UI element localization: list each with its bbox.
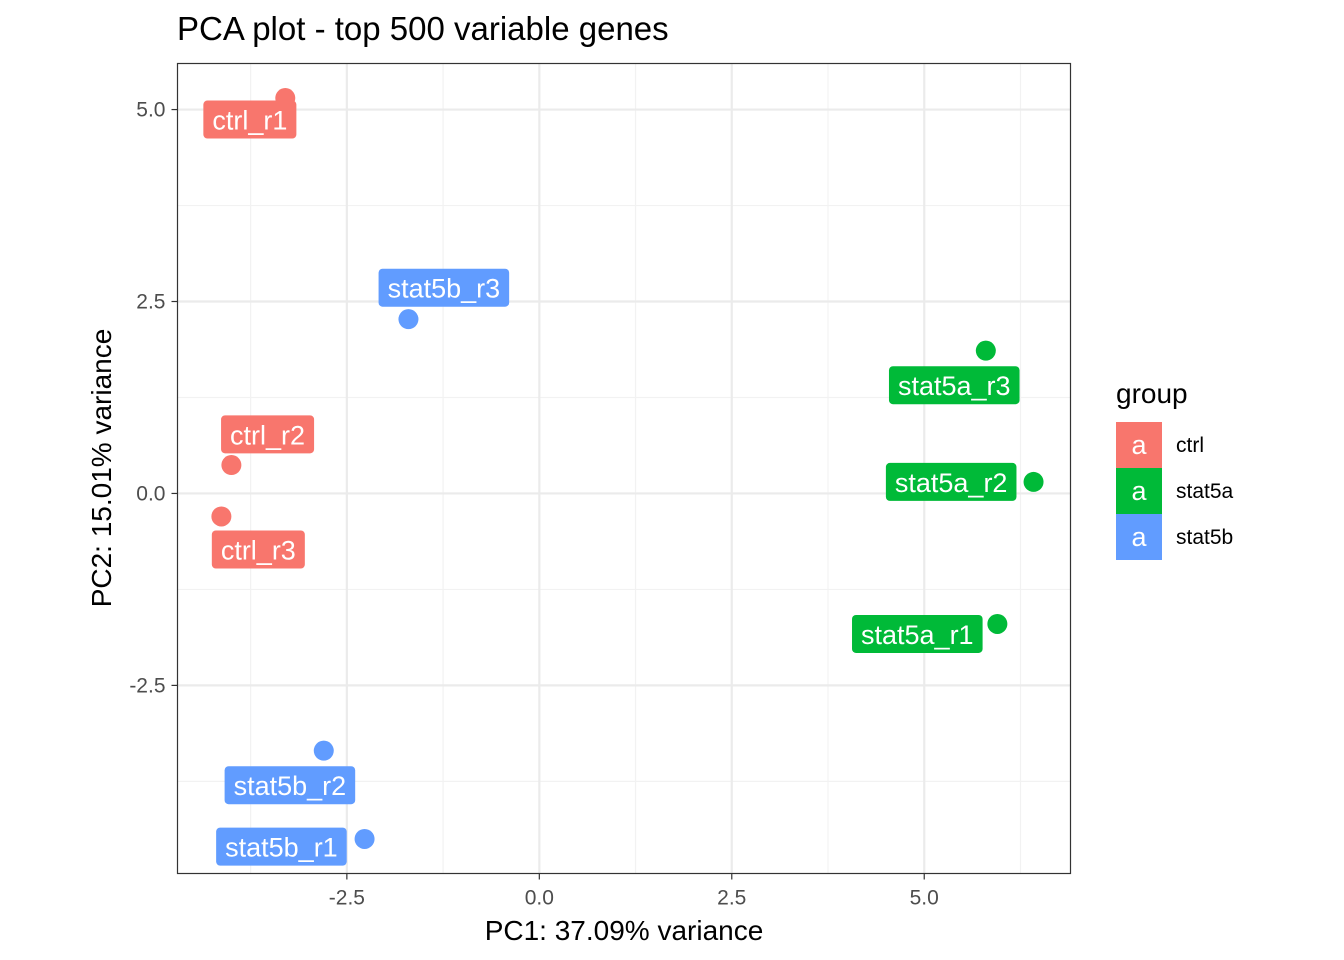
point-label-stat5b-r1: stat5b_r1 bbox=[216, 827, 347, 866]
y-axis-title: PC2: 15.01% variance bbox=[86, 329, 117, 608]
legend-key-ctrl bbox=[1116, 422, 1162, 468]
label-box bbox=[216, 827, 347, 866]
label-text: stat5b_r2 bbox=[234, 771, 347, 801]
x-axis: -2.5 0.0 2.5 5.0 bbox=[329, 873, 939, 910]
point-label-stat5b-r2: stat5b_r2 bbox=[224, 766, 356, 805]
label-text: stat5a_r2 bbox=[895, 468, 1008, 498]
legend-key-stat5b bbox=[1116, 514, 1162, 560]
x-tick-label: 5.0 bbox=[910, 887, 939, 910]
data-point-stat5a-r2 bbox=[1023, 471, 1044, 492]
legend-label-stat5a: stat5a bbox=[1176, 480, 1234, 503]
point-label-ctrl-r2: ctrl_r2 bbox=[221, 415, 315, 454]
y-tick-label: -2.5 bbox=[129, 674, 165, 697]
legend-key-glyph: a bbox=[1131, 522, 1147, 552]
legend-key-stat5a bbox=[1116, 468, 1162, 514]
y-tick-label: 0.0 bbox=[136, 482, 165, 505]
label-box bbox=[852, 614, 983, 653]
y-tick-label: 5.0 bbox=[136, 99, 165, 122]
point-label-stat5b-r3: stat5b_r3 bbox=[378, 268, 510, 307]
point-labels: ctrl_r1ctrl_r2ctrl_r3stat5a_r1stat5a_r2s… bbox=[203, 100, 1020, 866]
legend-key-glyph: a bbox=[1131, 476, 1147, 506]
label-box bbox=[211, 530, 305, 569]
x-tick-label: 2.5 bbox=[717, 887, 746, 910]
legend-label-stat5b: stat5b bbox=[1176, 526, 1233, 549]
label-box bbox=[203, 100, 297, 139]
chart-title: PCA plot - top 500 variable genes bbox=[177, 10, 669, 47]
data-point-stat5a-r3 bbox=[975, 340, 996, 361]
point-label-stat5a-r3: stat5a_r3 bbox=[888, 366, 1020, 405]
label-box bbox=[888, 366, 1020, 405]
label-text: ctrl_r3 bbox=[221, 536, 296, 566]
label-box bbox=[221, 415, 315, 454]
point-label-ctrl-r3: ctrl_r3 bbox=[211, 530, 305, 569]
label-box bbox=[378, 268, 510, 307]
label-text: ctrl_r2 bbox=[230, 420, 305, 450]
label-text: stat5a_r3 bbox=[898, 371, 1011, 401]
y-axis: -2.5 0.0 2.5 5.0 bbox=[129, 99, 178, 697]
label-box bbox=[885, 462, 1017, 501]
data-point-stat5b-r3 bbox=[398, 309, 419, 330]
x-tick-label: 0.0 bbox=[525, 887, 554, 910]
data-point-ctrl-r2 bbox=[221, 455, 242, 476]
label-text: stat5b_r1 bbox=[225, 833, 338, 863]
point-label-stat5a-r2: stat5a_r2 bbox=[885, 462, 1017, 501]
data-point-stat5a-r1 bbox=[987, 613, 1008, 634]
legend-key-glyph: a bbox=[1131, 430, 1147, 460]
point-label-ctrl-r1: ctrl_r1 bbox=[203, 100, 297, 139]
label-text: stat5a_r1 bbox=[861, 620, 974, 650]
data-point-ctrl-r3 bbox=[211, 506, 232, 527]
legend-label-ctrl: ctrl bbox=[1176, 434, 1204, 457]
data-point-stat5b-r2 bbox=[313, 740, 334, 761]
label-text: stat5b_r3 bbox=[388, 274, 501, 304]
legend: group a ctrl a stat5a a stat5b bbox=[1116, 378, 1234, 560]
label-box bbox=[224, 766, 356, 805]
legend-title: group bbox=[1116, 378, 1188, 409]
plot-panel-border bbox=[176, 62, 1072, 875]
data-points bbox=[211, 88, 1044, 849]
data-point-stat5b-r1 bbox=[354, 828, 375, 849]
x-axis-title: PC1: 37.09% variance bbox=[485, 915, 764, 946]
grid bbox=[177, 63, 1071, 874]
point-label-stat5a-r1: stat5a_r1 bbox=[852, 614, 983, 653]
y-tick-label: 2.5 bbox=[136, 291, 165, 314]
x-tick-label: -2.5 bbox=[329, 887, 365, 910]
label-text: ctrl_r1 bbox=[212, 106, 287, 136]
